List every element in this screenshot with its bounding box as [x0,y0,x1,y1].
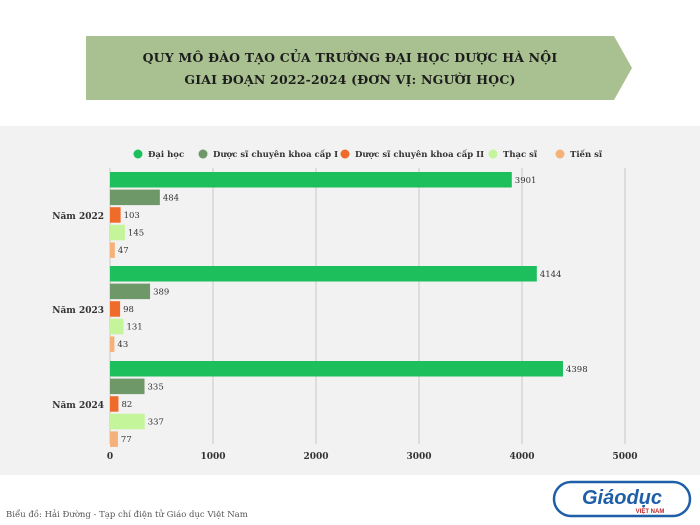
legend-marker [133,149,143,159]
bar [110,283,151,300]
data-label: 131 [126,323,142,333]
legend-marker [340,149,350,159]
legend-label: Đại học [148,150,184,160]
data-label: 98 [123,305,134,315]
data-label: 145 [128,229,144,239]
x-tick-label: 4000 [509,452,534,462]
data-label: 4144 [540,270,562,280]
data-label: 335 [148,382,164,392]
category-label: Năm 2024 [52,401,104,411]
legend-marker [198,149,208,159]
bar [110,207,121,223]
data-label: 484 [163,193,179,203]
data-label: 43 [117,340,128,350]
chart-title-line-1: QUY MÔ ĐÀO TẠO CỦA TRƯỜNG ĐẠI HỌC DƯỢC H… [142,50,558,65]
legend-label: Dược sĩ chuyên khoa cấp II [355,148,484,160]
data-label: 47 [118,246,129,256]
legend-marker [488,149,498,159]
legend-label: Dược sĩ chuyên khoa cấp I [213,148,338,160]
x-tick-label: 0 [107,452,113,462]
category-label: Năm 2022 [52,212,104,222]
chart-source-credit: Biểu đồ: Hải Đường - Tạp chí điện tử Giá… [6,510,248,520]
title-banner-shape [86,36,632,100]
bar [110,172,512,188]
bar [110,242,115,258]
giaoduc-logo-graphic: Giáodục VIỆT NAM [552,480,692,518]
bar [110,224,125,241]
bar [110,378,145,395]
bar [110,431,118,447]
data-label: 103 [124,211,140,221]
bar [110,318,124,335]
x-tick-label: 2000 [303,452,328,462]
data-label: 77 [121,435,132,445]
data-label: 82 [121,400,132,410]
data-label: 4398 [566,365,588,375]
legend-label: Thạc sĩ [503,149,538,160]
x-tick-label: 3000 [406,452,431,462]
bar [110,266,537,282]
category-label: Năm 2023 [52,306,104,316]
chart-title-line-2: GIAI ĐOẠN 2022-2024 (ĐƠN VỊ: NGƯỜI HỌC) [184,72,516,87]
x-tick-label: 1000 [200,452,225,462]
x-tick-label: 5000 [612,452,637,462]
data-label: 3901 [515,176,537,186]
legend-marker [555,149,565,159]
logo-wordmark: Giáodục [582,487,662,509]
giaoduc-logo: Giáodục VIỆT NAM [552,480,692,518]
bar [110,336,115,352]
data-label: 337 [148,418,164,428]
bar [110,189,160,206]
logo-subtext: VIỆT NAM [636,507,665,515]
data-label: 389 [153,287,169,297]
bar [110,413,145,430]
bar-chart: 0 1000 2000 3000 4000 5000 Đại học Dược sĩ chuy… [52,148,637,462]
bar [110,361,563,377]
legend-label: Tiến sĩ [570,148,603,160]
bar [110,301,121,317]
chart-panel: 0 1000 2000 3000 4000 5000 Đại học Dược sĩ chuy… [0,126,700,475]
title-banner: QUY MÔ ĐÀO TẠO CỦA TRƯỜNG ĐẠI HỌC DƯỢC H… [86,36,632,100]
bar [110,396,119,412]
